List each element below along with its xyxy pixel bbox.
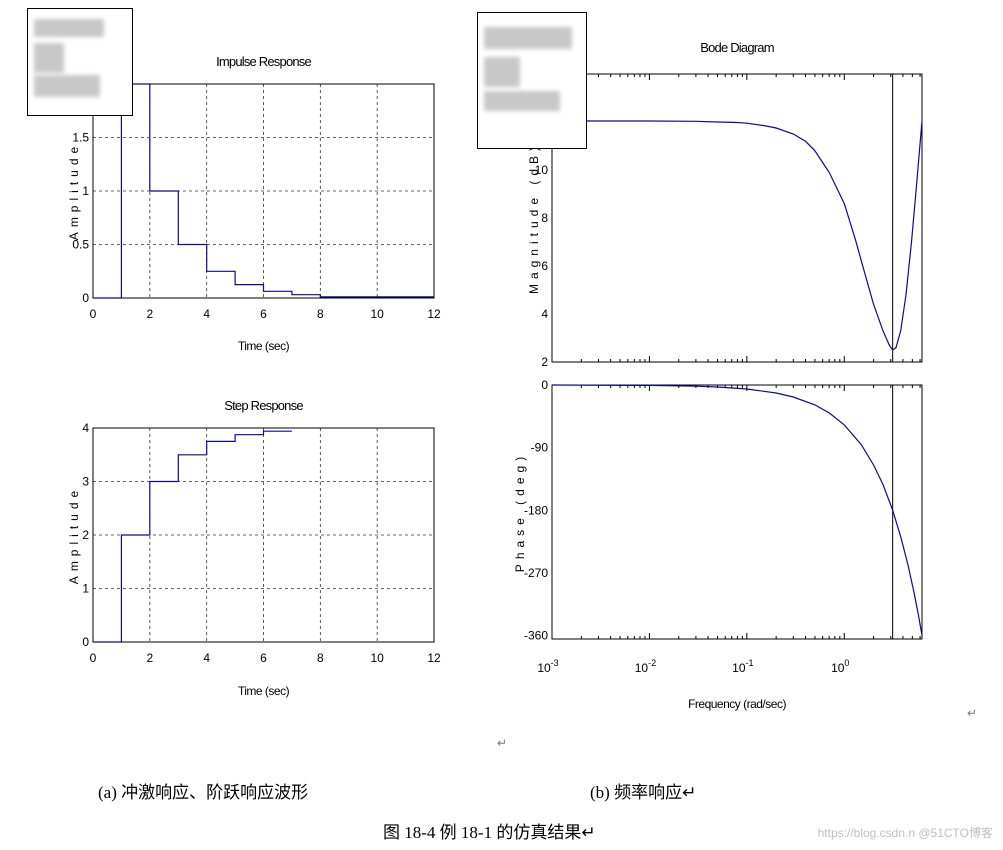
x-tick-label: 10 (370, 307, 384, 321)
y-tick-label: 3 (82, 475, 89, 489)
y-tick-label: 8 (541, 211, 548, 225)
x-tick-label: 4 (203, 651, 210, 665)
return-mark: ↵ (497, 736, 508, 750)
y-tick-label: -90 (531, 441, 549, 455)
series-line (93, 83, 434, 299)
y-tick-label: 2 (82, 528, 89, 542)
x-tick-label: 10-1 (732, 658, 753, 675)
x-tick-label: 0 (90, 651, 97, 665)
y-axis-label: Magnitude (dB) (527, 142, 541, 294)
plot-title: Impulse Response (216, 54, 311, 69)
y-tick-label: 2 (541, 355, 548, 369)
x-tick-label: 2 (146, 651, 153, 665)
redacted-blur (484, 57, 520, 87)
series-line (551, 384, 923, 636)
y-tick-label: 6 (541, 259, 548, 273)
y-axis-label: Amplitude (67, 142, 81, 240)
x-tick-label: 12 (427, 307, 441, 321)
x-axis-label: Time (sec) (238, 684, 290, 698)
y-tick-label: 0.5 (72, 238, 89, 252)
y-tick-label: 4 (541, 307, 548, 321)
x-tick-label: 8 (317, 307, 324, 321)
return-mark: ↵ (967, 706, 978, 720)
plot-frame (551, 384, 923, 640)
y-axis-label: Phase (deg) (513, 452, 527, 572)
series-line (552, 120, 923, 351)
plot-frame (92, 427, 435, 643)
x-tick-label: 10-2 (635, 658, 656, 675)
x-tick-label: 12 (427, 651, 441, 665)
y-tick-label: -180 (524, 503, 548, 517)
y-tick-label: 10 (535, 163, 549, 177)
x-tick-label: 0 (90, 307, 97, 321)
x-tick-label: 100 (831, 658, 849, 675)
x-tick-label: 10-3 (537, 658, 558, 675)
watermark: https://blog.csdn.n @51CTO博客 (817, 826, 993, 840)
y-tick-label: -270 (524, 566, 548, 580)
plot-title: Bode Diagram (700, 40, 774, 55)
plot-frame (551, 73, 923, 363)
x-tick-label: 6 (260, 307, 267, 321)
redacted-box-left (27, 8, 133, 116)
caption-left: (a) 冲激响应、阶跃响应波形 (98, 783, 309, 802)
redacted-blur (34, 19, 104, 37)
x-tick-label: 10 (370, 651, 384, 665)
plot-title: Step Response (224, 398, 303, 413)
caption-right: (b) 频率响应↵ (590, 783, 697, 802)
redacted-blur (484, 27, 572, 49)
y-tick-label: 0 (541, 378, 548, 392)
x-tick-label: 8 (317, 651, 324, 665)
y-tick-label: 1 (82, 184, 89, 198)
y-tick-label: 0 (82, 635, 89, 649)
y-tick-label: 1.5 (72, 131, 89, 145)
redacted-box-right (477, 12, 587, 149)
plot-frame (92, 83, 435, 299)
x-tick-label: 6 (260, 651, 267, 665)
redacted-blur (34, 75, 100, 97)
y-tick-label: 4 (82, 421, 89, 435)
redacted-blur (484, 91, 560, 111)
series-line (93, 430, 292, 643)
x-tick-label: 4 (203, 307, 210, 321)
y-tick-label: 0 (82, 291, 89, 305)
x-tick-label: 2 (146, 307, 153, 321)
y-axis-label: Amplitude (67, 486, 81, 584)
y-tick-label: -360 (524, 629, 548, 643)
y-tick-label: 1 (82, 582, 89, 596)
figure-caption: 图 18-4 例 18-1 的仿真结果↵ (383, 823, 596, 842)
x-axis-label: Time (sec) (238, 339, 290, 353)
x-axis-label: Frequency (rad/sec) (688, 697, 786, 711)
redacted-blur (34, 43, 64, 73)
